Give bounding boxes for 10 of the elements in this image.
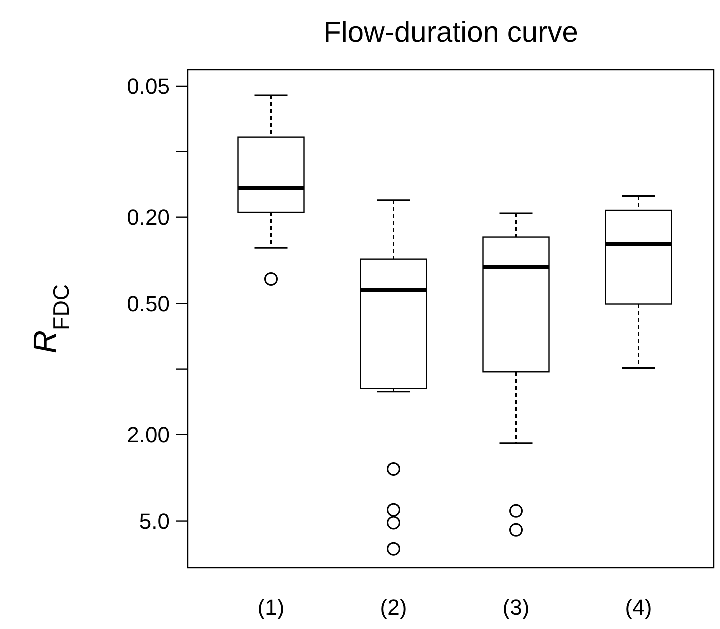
y-tick-label: 0.20 <box>127 205 170 230</box>
y-tick-label: 0.50 <box>127 292 170 317</box>
x-tick-label: (2) <box>380 595 408 620</box>
x-tick-label: (3) <box>502 595 530 620</box>
chart-title: Flow-duration curve <box>324 17 578 49</box>
x-tick-label: (4) <box>625 595 652 620</box>
y-tick-label: 2.00 <box>127 422 170 448</box>
y-tick-label: 5.0 <box>139 508 170 534</box>
y-tick-label: 0.05 <box>127 74 170 100</box>
x-tick-label: (1) <box>258 595 285 620</box>
